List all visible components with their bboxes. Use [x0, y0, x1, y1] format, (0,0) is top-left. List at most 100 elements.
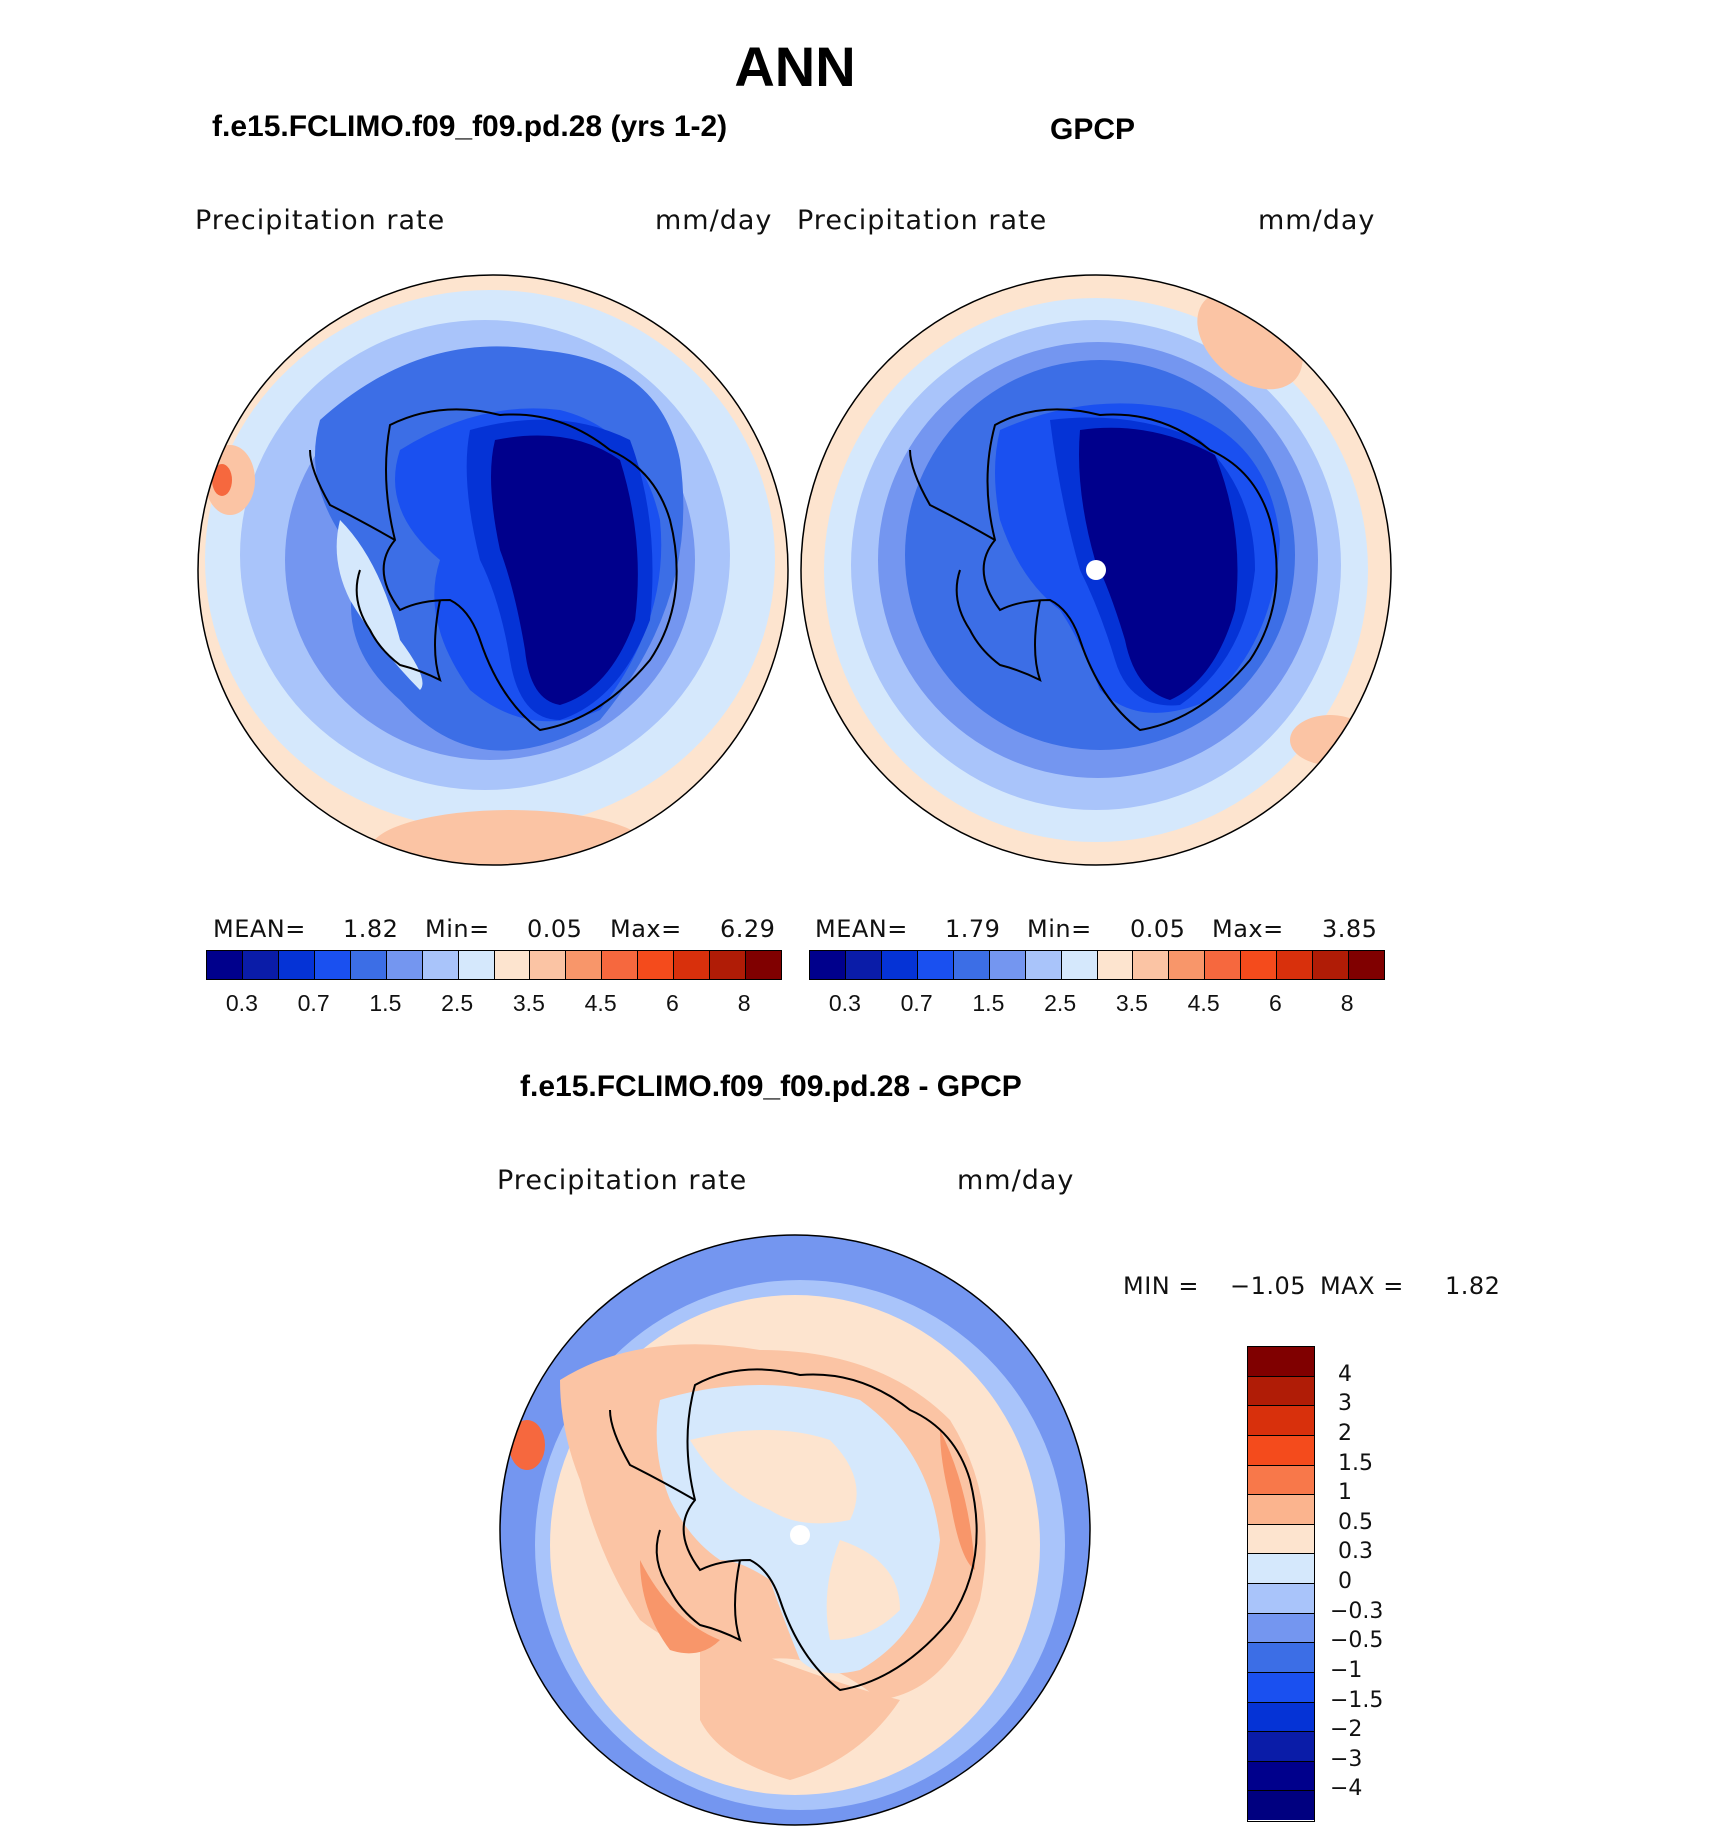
diff-units-label: mm/day	[957, 1165, 1075, 1196]
model-mean-label: MEAN=	[213, 915, 306, 943]
diff-max-value: 1.82	[1445, 1272, 1501, 1300]
colorbar-tick-label: 1	[1338, 1480, 1352, 1506]
model-max-label: Max=	[610, 915, 682, 943]
obs-min-value: 0.05	[1130, 915, 1186, 943]
obs-units-label: mm/day	[1258, 205, 1376, 236]
colorbar-tick-label: 0.7	[900, 990, 933, 1016]
colorbar-box	[1277, 951, 1314, 979]
colorbar-box	[810, 951, 846, 979]
diff-map-boundary	[499, 1234, 1091, 1826]
colorbar-box	[1248, 1495, 1314, 1525]
colorbar-tick-label: −4	[1330, 1776, 1363, 1802]
obs-colorbar-ticks: 0.3 0.7 1.5 2.5 3.5 4.5 6 8	[809, 990, 1383, 1020]
colorbar-box	[602, 951, 639, 979]
colorbar-box	[881, 951, 918, 979]
figure-title: ANN	[734, 35, 856, 98]
diff-var-label: Precipitation rate	[497, 1165, 748, 1196]
colorbar-box	[278, 951, 315, 979]
model-mean-value: 1.82	[343, 915, 399, 943]
colorbar-tick-label: 8	[737, 990, 751, 1016]
colorbar-box	[1248, 1435, 1314, 1466]
diff-max-label: MAX =	[1320, 1272, 1404, 1300]
colorbar-tick-label: 1.5	[1338, 1450, 1373, 1476]
colorbar-box	[1248, 1347, 1314, 1377]
model-map-boundary	[197, 274, 789, 866]
colorbar-tick-label: 0.7	[297, 990, 330, 1016]
colorbar-tick-label: 2.5	[1044, 990, 1077, 1016]
colorbar-tick-label: 2.5	[441, 990, 474, 1016]
diff-colorbar	[1247, 1346, 1315, 1822]
model-units-label: mm/day	[655, 205, 773, 236]
colorbar-box	[953, 951, 990, 979]
colorbar-box	[1248, 1613, 1314, 1644]
colorbar-box	[1205, 951, 1242, 979]
colorbar-box	[1248, 1672, 1314, 1703]
colorbar-tick-label: 0.3	[828, 990, 861, 1016]
colorbar-box	[1248, 1376, 1314, 1407]
colorbar-box	[1248, 1465, 1314, 1496]
model-max-value: 6.29	[720, 915, 776, 943]
colorbar-tick-label: −0.5	[1330, 1628, 1384, 1654]
colorbar-tick-label: −3	[1330, 1746, 1363, 1772]
colorbar-tick-label: 0.5	[1338, 1509, 1373, 1535]
colorbar-tick-label: 0	[1338, 1569, 1352, 1594]
colorbar-box	[989, 951, 1026, 979]
diff-min-value: −1.05	[1230, 1272, 1307, 1300]
colorbar-tick-label: 6	[665, 990, 679, 1016]
colorbar-box	[494, 951, 531, 979]
colorbar-tick-label: −1	[1330, 1657, 1363, 1683]
colorbar-tick-label: 1.5	[972, 990, 1005, 1016]
colorbar-box	[1248, 1761, 1314, 1792]
colorbar-box	[1061, 951, 1098, 979]
obs-map-boundary	[800, 274, 1392, 866]
colorbar-tick-label: 1.5	[369, 990, 402, 1016]
colorbar-box	[710, 951, 747, 979]
colorbar-box	[1248, 1524, 1314, 1555]
colorbar-tick-label: 3.5	[512, 990, 545, 1016]
obs-colorbar	[809, 950, 1385, 980]
colorbar-tick-label: −1.5	[1330, 1687, 1384, 1713]
model-panel-title: f.e15.FCLIMO.f09_f09.pd.28 (yrs 1-2)	[212, 110, 728, 143]
colorbar-box	[566, 951, 603, 979]
colorbar-box	[1097, 951, 1134, 979]
colorbar-tick-label: 4.5	[1187, 990, 1220, 1016]
colorbar-box	[1248, 1791, 1314, 1820]
colorbar-box	[207, 951, 243, 979]
colorbar-tick-label: −0.3	[1330, 1598, 1384, 1624]
diff-polar-map	[500, 1235, 1090, 1825]
obs-max-value: 3.85	[1322, 915, 1378, 943]
colorbar-box	[1349, 951, 1384, 979]
colorbar-box	[1241, 951, 1278, 979]
model-colorbar	[206, 950, 782, 980]
obs-polar-map	[801, 275, 1391, 865]
colorbar-tick-label: 0.3	[225, 990, 258, 1016]
obs-min-label: Min=	[1027, 915, 1092, 943]
colorbar-tick-label: 4	[1338, 1361, 1352, 1387]
model-min-value: 0.05	[527, 915, 583, 943]
colorbar-box	[1025, 951, 1062, 979]
colorbar-box	[530, 951, 567, 979]
colorbar-tick-label: 0.3	[1338, 1539, 1373, 1565]
model-var-label: Precipitation rate	[195, 205, 446, 236]
colorbar-box	[746, 951, 781, 979]
colorbar-box	[242, 951, 279, 979]
colorbar-box	[1169, 951, 1206, 979]
obs-var-label: Precipitation rate	[797, 205, 1048, 236]
colorbar-tick-label: 2	[1338, 1420, 1352, 1446]
colorbar-tick-label: 3	[1338, 1391, 1352, 1417]
colorbar-tick-label: 6	[1268, 990, 1282, 1016]
obs-max-label: Max=	[1212, 915, 1284, 943]
colorbar-box	[386, 951, 423, 979]
colorbar-tick-label: 8	[1340, 990, 1354, 1016]
colorbar-tick-label: −2	[1330, 1717, 1363, 1743]
colorbar-tick-label: 4.5	[584, 990, 617, 1016]
colorbar-box	[845, 951, 882, 979]
diff-panel-title: f.e15.FCLIMO.f09_f09.pd.28 - GPCP	[520, 1070, 1022, 1103]
colorbar-box	[917, 951, 954, 979]
model-min-label: Min=	[425, 915, 490, 943]
colorbar-box	[638, 951, 675, 979]
colorbar-box	[674, 951, 711, 979]
colorbar-box	[458, 951, 495, 979]
colorbar-tick-label: 3.5	[1115, 990, 1148, 1016]
